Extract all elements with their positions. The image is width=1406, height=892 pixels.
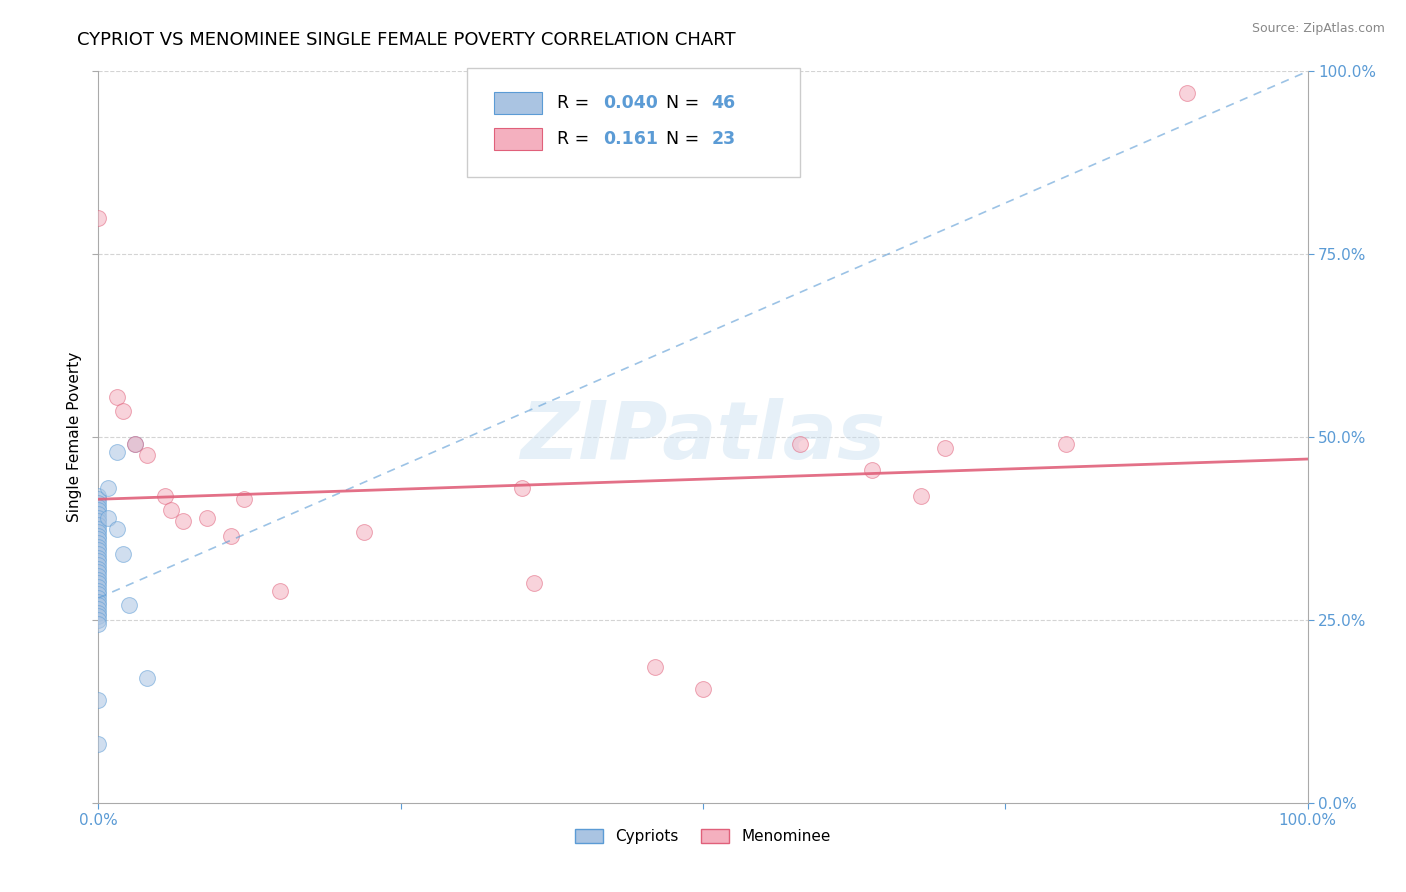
Point <box>87 500 110 514</box>
Y-axis label: Single Female Poverty: Single Female Poverty <box>66 352 82 522</box>
Point <box>87 602 110 616</box>
Point <box>1054 437 1077 451</box>
Point <box>221 529 243 543</box>
Text: R =: R = <box>557 94 595 112</box>
Point <box>87 576 110 591</box>
Point <box>87 510 110 524</box>
Point <box>87 616 110 631</box>
Point <box>105 521 128 535</box>
Point <box>523 576 546 591</box>
Text: Source: ZipAtlas.com: Source: ZipAtlas.com <box>1251 22 1385 36</box>
Point <box>87 609 110 624</box>
Point <box>87 613 110 627</box>
Point <box>105 390 128 404</box>
Point <box>87 550 110 565</box>
FancyBboxPatch shape <box>467 68 800 178</box>
Point <box>195 510 218 524</box>
Point <box>87 573 110 587</box>
Point <box>934 441 956 455</box>
Point <box>692 682 714 697</box>
Point <box>87 606 110 620</box>
Point <box>87 529 110 543</box>
Point <box>87 599 110 613</box>
Point <box>87 525 110 540</box>
Point <box>87 540 110 554</box>
Point <box>87 547 110 561</box>
Point <box>87 583 110 598</box>
Point <box>87 569 110 583</box>
Point <box>87 737 110 751</box>
Point <box>232 492 254 507</box>
Point <box>87 536 110 550</box>
Point <box>97 481 120 495</box>
Point <box>87 517 110 532</box>
Point <box>124 437 146 451</box>
Point <box>87 566 110 580</box>
Text: N =: N = <box>665 130 704 148</box>
Point <box>87 507 110 521</box>
Point <box>87 594 110 608</box>
Point <box>124 437 146 451</box>
Point <box>860 463 883 477</box>
Point <box>135 672 157 686</box>
Point <box>87 693 110 707</box>
Text: 0.161: 0.161 <box>603 130 658 148</box>
Text: 23: 23 <box>711 130 735 148</box>
Point <box>510 481 533 495</box>
Point <box>789 437 811 451</box>
Text: ZIPatlas: ZIPatlas <box>520 398 886 476</box>
Point <box>87 533 110 547</box>
Text: N =: N = <box>665 94 704 112</box>
Point <box>135 448 157 462</box>
Point <box>111 547 134 561</box>
Point <box>87 503 110 517</box>
FancyBboxPatch shape <box>494 128 543 151</box>
Point <box>644 660 666 674</box>
Point <box>118 599 141 613</box>
Point <box>97 510 120 524</box>
Point <box>910 489 932 503</box>
Point <box>87 521 110 535</box>
Point <box>1175 87 1198 101</box>
Point <box>87 558 110 573</box>
Point <box>105 444 128 458</box>
Text: CYPRIOT VS MENOMINEE SINGLE FEMALE POVERTY CORRELATION CHART: CYPRIOT VS MENOMINEE SINGLE FEMALE POVER… <box>77 31 735 49</box>
Point <box>172 514 194 528</box>
Point <box>160 503 183 517</box>
Point <box>87 489 110 503</box>
Point <box>111 404 134 418</box>
Point <box>153 489 176 503</box>
Point <box>87 562 110 576</box>
Point <box>87 543 110 558</box>
Point <box>87 587 110 601</box>
Point <box>87 211 110 225</box>
Point <box>353 525 375 540</box>
Point <box>87 580 110 594</box>
Point <box>87 514 110 528</box>
Point <box>87 554 110 568</box>
Text: R =: R = <box>557 130 595 148</box>
Point <box>87 496 110 510</box>
Text: 0.040: 0.040 <box>603 94 658 112</box>
Point <box>87 591 110 605</box>
Text: 46: 46 <box>711 94 735 112</box>
Point <box>269 583 291 598</box>
Legend: Cypriots, Menominee: Cypriots, Menominee <box>569 822 837 850</box>
FancyBboxPatch shape <box>494 92 543 114</box>
Point <box>87 492 110 507</box>
